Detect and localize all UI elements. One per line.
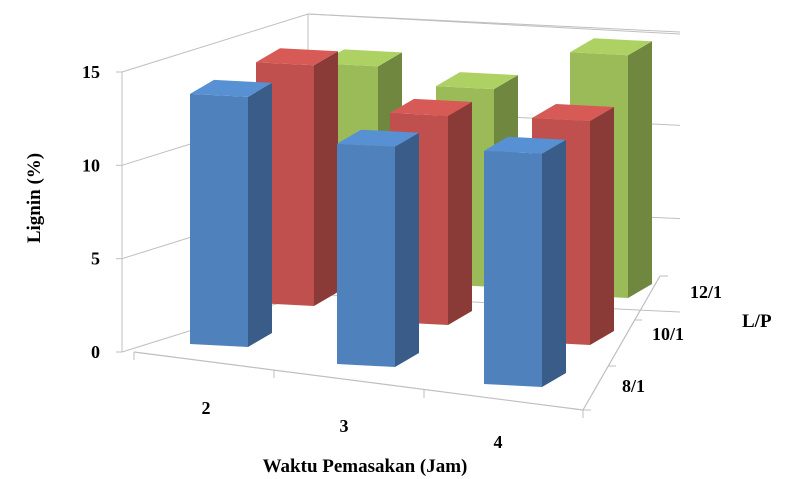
x-tick-label: 4 [494,432,503,452]
bar-top-face [436,72,518,90]
bar-side-face [590,107,614,345]
bar-top-face [190,79,272,97]
bar-front-face [190,93,248,348]
bar-8-1-4 [484,136,566,387]
y-axis-title: Lignin (%) [24,153,45,243]
bar-side-face [395,132,419,367]
bar-top-face [570,38,652,56]
bar-side-face [314,51,338,307]
bar-side-face [448,101,472,326]
y-tick-label: 15 [82,62,100,82]
bar-8-1-2 [190,79,272,348]
depth-axis-line [582,275,661,411]
depth-axis-title: L/P [742,311,772,332]
x-axis-line [133,351,584,411]
chart-labels: Lignin (%) Waktu Pemasakan (Jam) L/P 0 5 1… [24,62,772,477]
x-axis-title: Waktu Pemasakan (Jam) [263,456,468,477]
y-tick-label: 0 [91,342,100,362]
bar-top-face [390,98,472,116]
x-tick-label: 2 [202,398,211,418]
depth-tick-label: 10/1 [652,324,684,344]
bar-front-face [484,150,542,387]
bar-side-face [542,139,566,387]
back-top-edge [307,13,681,35]
chart-bars [190,38,652,387]
bar-top-face [484,136,566,154]
bar-top-face [320,49,402,67]
y-tick-label: 5 [91,249,100,269]
bar-side-face [248,82,272,348]
bar-top-face [337,129,419,147]
bar-top-face [256,48,338,66]
depth-tick-label: 12/1 [690,282,722,302]
left-wall-gridline [121,13,309,73]
bar-8-1-3 [337,129,419,367]
bar-front-face [337,143,395,367]
y-tick-label: 10 [82,155,100,175]
bar-side-face [628,41,652,299]
x-tick-label: 3 [340,416,349,436]
depth-tick-label: 8/1 [622,376,645,396]
bar-top-face [532,104,614,121]
